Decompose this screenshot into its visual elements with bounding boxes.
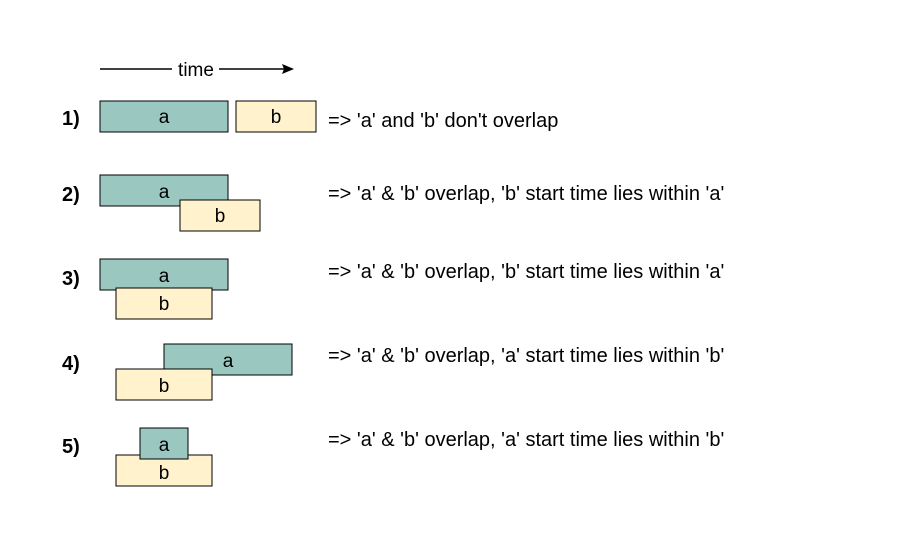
interval-a-label: a [159,435,170,456]
interval-b [115,454,213,487]
case-2: 2) a b => 'a' & 'b' overlap, 'b' start t… [62,174,724,232]
interval-b [235,100,317,133]
time-label: time [178,60,214,81]
case-description: => 'a' & 'b' overlap, 'b' start time lie… [328,261,724,283]
case-description: => 'a' & 'b' overlap, 'a' start time lie… [328,429,724,451]
interval-b-label: b [159,463,170,484]
case-description: => 'a' & 'b' overlap, 'b' start time lie… [328,183,724,205]
interval-a-label: a [159,266,170,287]
case-number: 3) [62,268,80,290]
interval-b [115,368,213,401]
case-4: 4) a b => 'a' & 'b' overlap, 'a' start t… [62,343,724,401]
case-number: 1) [62,108,80,130]
interval-b [115,287,213,320]
interval-b [179,199,261,232]
case-number: 5) [62,436,80,458]
interval-b-label: b [215,206,226,227]
case-number: 2) [62,184,80,206]
time-label-background [172,58,219,80]
interval-a-label: a [159,107,170,128]
case-description: => 'a' & 'b' overlap, 'a' start time lie… [328,345,724,367]
interval-b-label: b [271,107,282,128]
time-axis: time [100,58,294,81]
case-description: => 'a' and 'b' don't overlap [328,110,558,132]
interval-b-label: b [159,294,170,315]
interval-b-label: b [159,376,170,397]
interval-a [139,427,189,460]
interval-a-label: a [223,351,234,372]
interval-a [99,258,229,291]
case-5: 5) a b => 'a' & 'b' overlap, 'a' start t… [62,427,724,487]
interval-a-label: a [159,182,170,203]
case-3: 3) a b => 'a' & 'b' overlap, 'b' start t… [62,258,724,320]
time-axis-arrowhead [282,64,294,74]
case-number: 4) [62,353,80,375]
case-1: 1) a b => 'a' and 'b' don't overlap [62,100,558,133]
interval-a [99,100,229,133]
